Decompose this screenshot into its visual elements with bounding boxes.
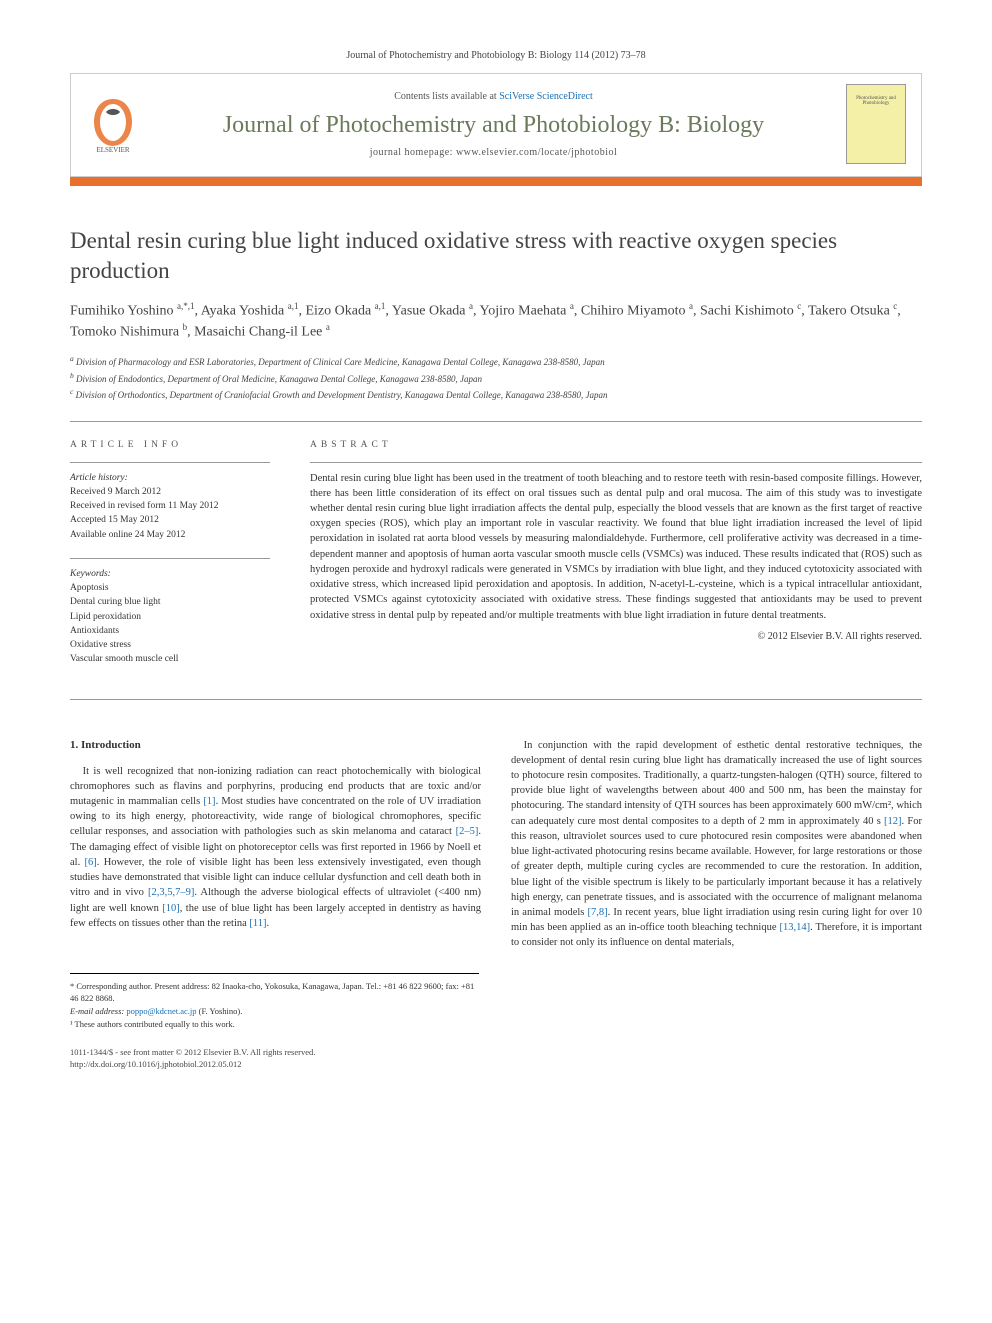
keyword: Lipid peroxidation	[70, 610, 270, 624]
contents-lists-line: Contents lists available at SciVerse Sci…	[156, 91, 831, 102]
journal-name: Journal of Photochemistry and Photobiolo…	[156, 112, 831, 139]
article-title: Dental resin curing blue light induced o…	[70, 226, 922, 286]
orange-divider-bar	[70, 176, 922, 186]
journal-cover-thumb: Photochemistry and Photobiology	[846, 84, 906, 164]
history-label: Article history:	[70, 471, 270, 485]
history-line: Received 9 March 2012	[70, 485, 270, 499]
bottom-metadata: 1011-1344/$ - see front matter © 2012 El…	[70, 1047, 922, 1071]
divider	[70, 462, 270, 463]
keyword: Dental curing blue light	[70, 595, 270, 609]
affiliation-a: a Division of Pharmacology and ESR Labor…	[70, 353, 922, 370]
keyword: Vascular smooth muscle cell	[70, 652, 270, 666]
homepage-line: journal homepage: www.elsevier.com/locat…	[156, 147, 831, 158]
author-note: ¹ These authors contributed equally to t…	[70, 1018, 479, 1031]
divider	[70, 558, 270, 559]
keyword: Antioxidants	[70, 624, 270, 638]
email-link[interactable]: poppo@kdcnet.ac.jp	[126, 1006, 196, 1016]
affiliation-c: c Division of Orthodontics, Department o…	[70, 386, 922, 403]
ref-link[interactable]: [2–5]	[456, 826, 479, 837]
abstract-text: Dental resin curing blue light has been …	[310, 471, 922, 623]
body-columns: 1. Introduction It is well recognized th…	[70, 738, 922, 951]
corresponding-author: * Corresponding author. Present address:…	[70, 980, 479, 1006]
journal-header: ELSEVIER Contents lists available at Sci…	[70, 73, 922, 177]
divider	[70, 421, 922, 422]
abstract-head: ABSTRACT	[310, 440, 922, 450]
homepage-label: journal homepage:	[370, 147, 456, 158]
cover-text: Photochemistry and Photobiology	[850, 96, 902, 106]
homepage-url[interactable]: www.elsevier.com/locate/jphotobiol	[456, 147, 617, 158]
ref-link[interactable]: [12]	[884, 816, 902, 827]
history-line: Accepted 15 May 2012	[70, 513, 270, 527]
header-center: Contents lists available at SciVerse Sci…	[156, 91, 831, 158]
abstract-copyright: © 2012 Elsevier B.V. All rights reserved…	[310, 631, 922, 642]
ref-link[interactable]: [13,14]	[779, 922, 810, 933]
body-paragraph: It is well recognized that non-ionizing …	[70, 764, 481, 931]
svg-text:ELSEVIER: ELSEVIER	[96, 146, 129, 154]
citation-line: Journal of Photochemistry and Photobiolo…	[70, 50, 922, 61]
doi-link[interactable]: http://dx.doi.org/10.1016/j.jphotobiol.2…	[70, 1059, 922, 1071]
article-history: Article history: Received 9 March 2012 R…	[70, 471, 270, 542]
keyword: Oxidative stress	[70, 638, 270, 652]
section-1-title: 1. Introduction	[70, 738, 481, 754]
divider	[70, 699, 922, 700]
ref-link[interactable]: [7,8]	[588, 907, 608, 918]
history-line: Available online 24 May 2012	[70, 528, 270, 542]
footnotes: * Corresponding author. Present address:…	[70, 973, 479, 1031]
ref-link[interactable]: [1]	[203, 796, 215, 807]
authors-list: Fumihiko Yoshino a,*,1, Ayaka Yoshida a,…	[70, 300, 922, 343]
body-paragraph: In conjunction with the rapid developmen…	[511, 738, 922, 951]
ref-link[interactable]: [11]	[249, 918, 266, 929]
affiliations: a Division of Pharmacology and ESR Labor…	[70, 353, 922, 403]
sciencedirect-link[interactable]: SciVerse ScienceDirect	[499, 91, 593, 102]
front-matter-line: 1011-1344/$ - see front matter © 2012 El…	[70, 1047, 922, 1059]
history-line: Received in revised form 11 May 2012	[70, 499, 270, 513]
contents-prefix: Contents lists available at	[394, 91, 499, 102]
ref-link[interactable]: [2,3,5,7–9]	[148, 887, 194, 898]
abstract-column: ABSTRACT Dental resin curing blue light …	[310, 440, 922, 683]
divider	[310, 462, 922, 463]
article-info-column: ARTICLE INFO Article history: Received 9…	[70, 440, 270, 683]
affiliation-b: b Division of Endodontics, Department of…	[70, 370, 922, 387]
keywords-label: Keywords:	[70, 567, 270, 581]
article-info-head: ARTICLE INFO	[70, 440, 270, 450]
keyword: Apoptosis	[70, 581, 270, 595]
ref-link[interactable]: [10]	[162, 903, 180, 914]
ref-link[interactable]: [6]	[85, 857, 97, 868]
keywords-block: Keywords: Apoptosis Dental curing blue l…	[70, 567, 270, 667]
email-line: E-mail address: poppo@kdcnet.ac.jp (F. Y…	[70, 1005, 479, 1018]
elsevier-logo: ELSEVIER	[86, 94, 141, 154]
